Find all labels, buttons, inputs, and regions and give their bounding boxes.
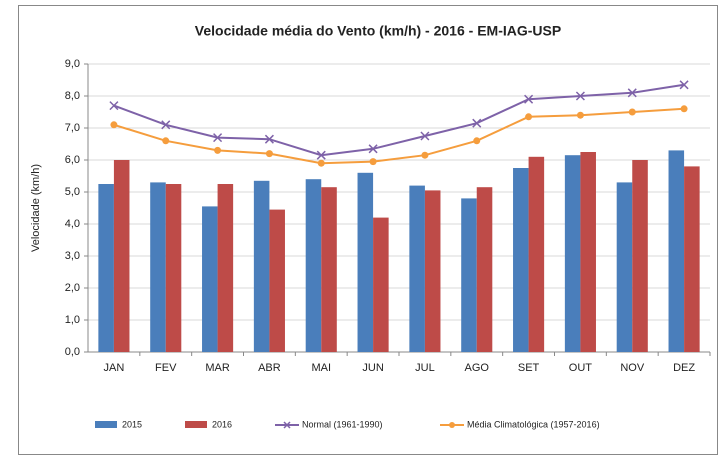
bar: [632, 160, 648, 352]
x-tick-label: MAI: [311, 362, 331, 374]
bar: [668, 150, 685, 352]
bar: [202, 206, 218, 352]
bar: [684, 166, 700, 352]
bar: [150, 182, 166, 352]
bar: [269, 209, 285, 352]
x-tick-label: DEZ: [673, 362, 695, 374]
bar: [113, 160, 130, 352]
bar: [253, 180, 270, 352]
bar: [580, 152, 596, 352]
marker: [369, 158, 377, 166]
y-axis-label: Velocidade (km/h): [30, 164, 42, 252]
marker: [214, 146, 222, 154]
marker: [317, 159, 325, 167]
bar: [528, 156, 545, 352]
x-tick-label: OUT: [569, 362, 593, 374]
marker: [680, 105, 688, 113]
marker: [472, 118, 482, 128]
bar: [513, 168, 529, 352]
legend-swatch: [185, 421, 207, 428]
x-tick-label: AGO: [465, 362, 490, 374]
marker: [420, 131, 430, 141]
y-tick-label: 4,0: [65, 218, 80, 230]
legend-label: Normal (1961-1990): [302, 419, 383, 429]
marker: [524, 94, 534, 104]
y-tick-label: 0,0: [65, 346, 80, 358]
y-tick-label: 1,0: [65, 314, 80, 326]
bar: [305, 179, 322, 352]
x-tick-label: JAN: [104, 362, 125, 374]
marker: [525, 113, 533, 121]
y-tick-label: 8,0: [65, 90, 80, 102]
chart-title: Velocidade média do Vento (km/h) - 2016 …: [195, 23, 561, 39]
marker: [368, 144, 378, 154]
marker: [162, 137, 170, 145]
legend-label: 2016: [212, 419, 232, 429]
marker: [473, 137, 481, 145]
legend-marker: [449, 422, 455, 428]
bar: [424, 190, 441, 352]
bar: [409, 185, 425, 352]
y-tick-label: 9,0: [65, 58, 80, 70]
bar: [476, 187, 493, 352]
legend-swatch: [95, 421, 117, 428]
marker: [421, 151, 429, 159]
x-tick-label: JUL: [415, 362, 435, 374]
marker: [628, 108, 636, 116]
x-tick-label: NOV: [620, 362, 645, 374]
x-tick-label: MAR: [205, 362, 230, 374]
marker: [576, 111, 584, 119]
bar: [321, 187, 337, 352]
y-tick-label: 2,0: [65, 282, 80, 294]
legend-label: Média Climatológica (1957-2016): [467, 419, 600, 429]
marker: [627, 88, 637, 98]
x-tick-label: FEV: [155, 362, 177, 374]
bar: [461, 198, 477, 352]
bar: [98, 184, 114, 352]
y-tick-label: 3,0: [65, 250, 80, 262]
legend-label: 2015: [122, 419, 142, 429]
bar: [357, 172, 374, 352]
marker: [161, 120, 171, 130]
bar: [217, 184, 234, 352]
legend-marker: [283, 421, 291, 429]
line: [113, 107, 685, 165]
y-tick-label: 5,0: [65, 186, 80, 198]
bar: [564, 155, 581, 352]
y-tick-label: 7,0: [65, 122, 80, 134]
marker: [265, 150, 273, 158]
bar: [616, 182, 633, 352]
bar: [165, 184, 182, 352]
marker: [575, 91, 585, 101]
marker: [679, 80, 689, 90]
x-tick-label: SET: [518, 362, 540, 374]
marker: [109, 101, 119, 111]
marker: [316, 150, 326, 160]
marker: [264, 134, 274, 144]
x-tick-label: JUN: [362, 362, 383, 374]
marker: [213, 133, 223, 143]
marker: [110, 121, 118, 129]
bar: [373, 217, 389, 352]
legend: 2015 2016 Normal (1961-1990) Média Climatol…: [95, 419, 600, 429]
x-tick-label: ABR: [258, 362, 281, 374]
line: [113, 83, 685, 157]
y-tick-label: 6,0: [65, 154, 80, 166]
